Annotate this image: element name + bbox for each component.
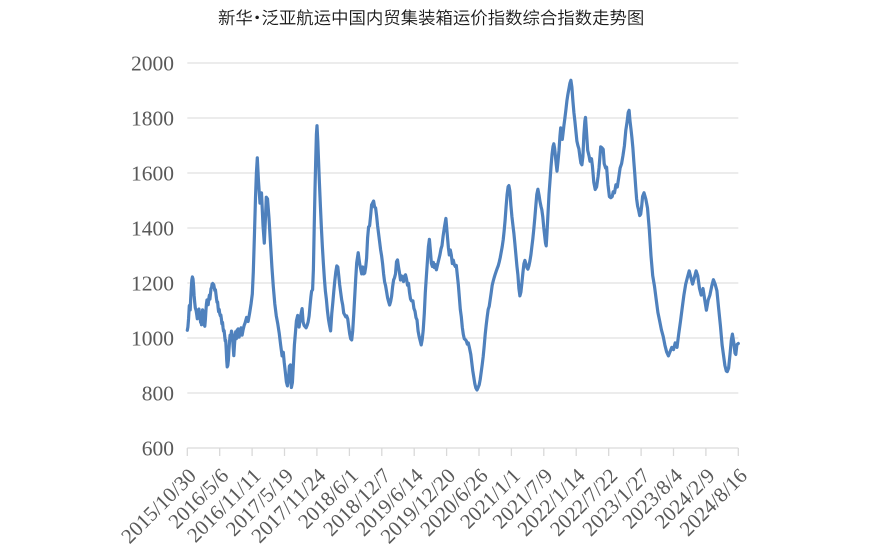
svg-text:1400: 1400 bbox=[131, 217, 174, 241]
svg-text:800: 800 bbox=[142, 382, 174, 406]
svg-text:600: 600 bbox=[142, 437, 174, 461]
svg-text:1600: 1600 bbox=[131, 162, 174, 186]
svg-text:1000: 1000 bbox=[131, 327, 174, 351]
svg-text:2000: 2000 bbox=[131, 52, 174, 76]
svg-text:1200: 1200 bbox=[131, 272, 174, 296]
svg-text:1800: 1800 bbox=[131, 107, 174, 131]
